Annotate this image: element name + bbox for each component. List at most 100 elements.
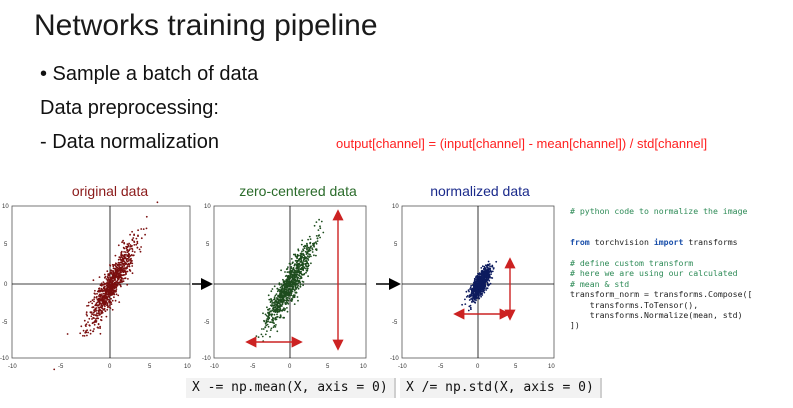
scatter-point — [295, 291, 298, 294]
scatter-point — [89, 300, 92, 303]
plot-title-zero-centered: zero-centered data — [239, 183, 357, 199]
scatter-point — [312, 244, 314, 247]
scatter-point — [255, 335, 258, 337]
scatter-point — [114, 273, 116, 276]
scatter-point — [281, 303, 284, 306]
scatter-point — [129, 262, 132, 264]
scatter-point — [281, 288, 284, 290]
scatter-point — [287, 292, 289, 295]
scatter-point — [95, 318, 97, 320]
scatter-point — [474, 292, 477, 295]
scatter-point — [291, 283, 294, 286]
scatter-point — [289, 263, 292, 266]
scatter-point — [102, 303, 105, 305]
scatter-point — [261, 335, 264, 338]
scatter-point — [269, 310, 272, 313]
scatter-point — [269, 301, 272, 303]
scatter-point — [276, 313, 278, 316]
scatter-point — [121, 266, 124, 268]
scatter-point — [117, 294, 120, 297]
scatter-point — [300, 243, 303, 246]
scatter-point — [126, 243, 129, 245]
scatter-point — [303, 272, 306, 275]
scatter-point — [486, 266, 488, 268]
scatter-point — [284, 302, 287, 304]
scatter-point — [291, 275, 294, 278]
scatter-point — [133, 244, 136, 246]
scatter-point — [110, 288, 113, 291]
scatter-point — [101, 296, 104, 298]
scatter-point — [112, 273, 114, 276]
scatter-point — [293, 263, 296, 266]
scatter-point — [115, 275, 118, 278]
scatter-point — [263, 319, 265, 322]
scatter-point — [128, 242, 131, 245]
scatter-point — [308, 235, 311, 238]
scatter-point — [283, 286, 286, 289]
scatter-point — [271, 299, 273, 302]
code-comment-1: # python code to normalize the image — [570, 206, 748, 216]
scatter-point — [274, 316, 277, 319]
scatter-points-normalized — [461, 260, 498, 312]
scatter-point — [286, 281, 288, 284]
scatter-point — [129, 233, 132, 236]
scatter-point — [112, 265, 115, 268]
scatter-point — [136, 246, 139, 249]
scatter-point — [118, 267, 120, 270]
scatter-point — [477, 296, 480, 298]
scatter-point — [119, 261, 121, 264]
scatter-point — [127, 278, 129, 280]
scatter-point — [95, 295, 98, 298]
scatter-point — [138, 248, 141, 251]
scatter-point — [315, 242, 318, 245]
scatter-point — [302, 265, 304, 267]
scatter-point — [101, 310, 103, 313]
scatter-point — [281, 284, 284, 287]
scatter-point — [470, 294, 473, 297]
scatter-point — [104, 295, 107, 298]
scatter-point — [469, 286, 472, 289]
scatter-point — [114, 254, 117, 257]
scatter-point — [123, 242, 126, 245]
scatter-point — [470, 291, 473, 294]
scatter-point — [106, 302, 109, 305]
scatter-point — [487, 273, 490, 276]
scatter-point — [140, 228, 143, 230]
scatter-point — [277, 298, 280, 300]
scatter-point — [98, 295, 101, 298]
scatter-point — [286, 283, 289, 285]
scatter-point — [93, 328, 95, 330]
scatter-point — [287, 296, 289, 299]
scatter-point — [309, 238, 312, 240]
scatter-point — [275, 324, 277, 326]
scatter-point — [476, 279, 479, 281]
tick-x-m10-orig: -10 — [8, 364, 17, 370]
scatter-point — [304, 263, 307, 266]
scatter-point — [122, 239, 124, 242]
scatter-point — [478, 280, 480, 282]
scatter-point — [132, 237, 135, 239]
scatter-point — [283, 316, 285, 319]
scatter-point — [279, 295, 282, 298]
scatter-point — [121, 264, 123, 266]
scatter-point — [315, 221, 318, 223]
scatter-point — [129, 244, 132, 246]
scatter-point — [281, 292, 283, 295]
scatter-point — [105, 300, 108, 302]
scatter-point — [277, 305, 280, 308]
scatter-point — [298, 268, 300, 271]
preprocessing-heading: Data preprocessing: — [40, 97, 219, 119]
scatter-point — [130, 257, 132, 260]
scatter-point — [480, 272, 483, 275]
scatter-point — [113, 287, 116, 290]
scatter-point — [481, 273, 484, 276]
scatter-point — [474, 301, 477, 304]
scatter-point — [488, 271, 490, 274]
scatter-point — [289, 273, 292, 276]
scatter-point — [110, 280, 112, 282]
scatter-point — [287, 274, 290, 277]
scatter-point — [474, 290, 477, 292]
scatter-point — [468, 295, 471, 298]
scatter-point — [96, 304, 99, 307]
scatter-point — [320, 220, 323, 223]
